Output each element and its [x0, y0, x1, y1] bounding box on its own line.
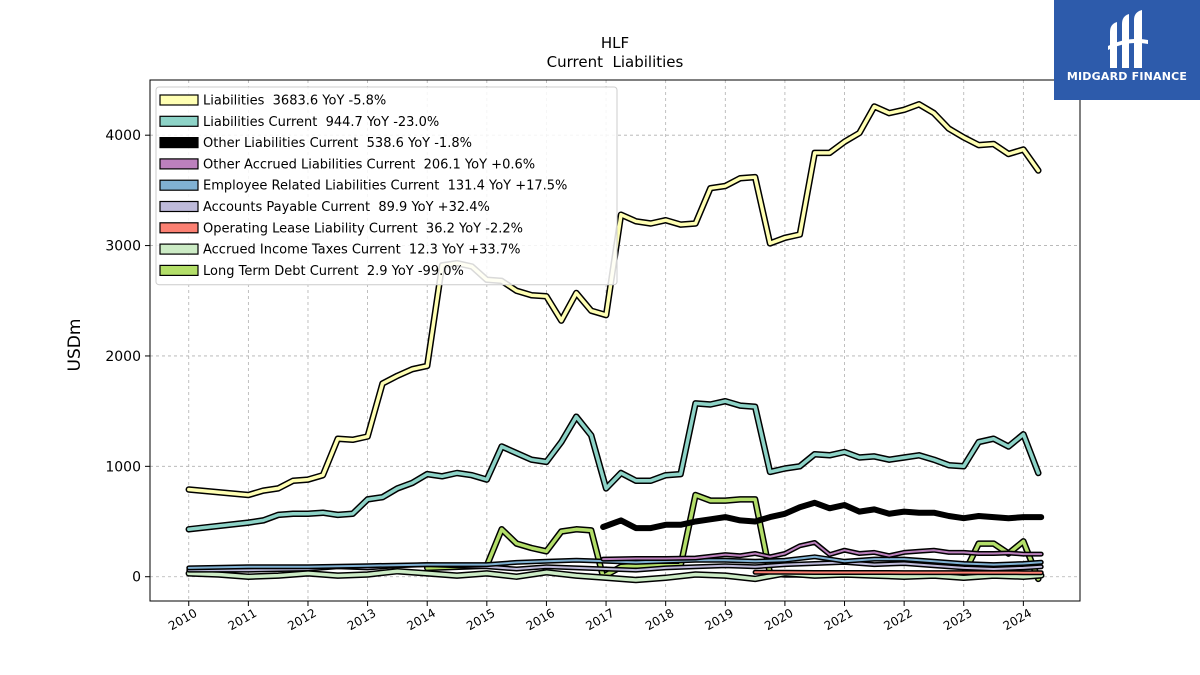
plot-frame — [149, 79, 1081, 602]
legend-box — [155, 86, 618, 286]
chart-subtitle: Current Liabilities — [547, 53, 684, 71]
series-path — [600, 499, 1045, 532]
legend-swatch — [159, 115, 199, 127]
series-line — [185, 397, 1042, 533]
legend-label: Other Liabilities Current 538.6 YoY -1.8… — [203, 136, 472, 151]
x-tick-label: 2023 — [941, 606, 974, 633]
legend-label: Other Accrued Liabilities Current 206.1 … — [203, 157, 535, 172]
y-tick-label: 1000 — [105, 459, 141, 475]
x-tick-label: 2010 — [166, 606, 199, 633]
series-line — [600, 540, 1044, 562]
legend-label: Accounts Payable Current 89.9 YoY +32.4% — [203, 200, 490, 215]
x-tick-label: 2018 — [643, 606, 676, 633]
y-tick-label: 0 — [132, 570, 141, 586]
legend-label: Operating Lease Liability Current 36.2 Y… — [203, 221, 523, 236]
x-tick-label: 2015 — [464, 606, 497, 633]
series-path — [602, 541, 1043, 561]
x-tick-label: 2021 — [822, 606, 855, 633]
legend-label: Employee Related Liabilities Current 131… — [203, 179, 567, 194]
legend-swatch — [159, 158, 199, 170]
brand-logo: MIDGARD FINANCE — [1054, 0, 1200, 100]
x-tick-label: 2020 — [762, 606, 795, 633]
legend-label: Liabilities Current 944.7 YoY -23.0% — [203, 115, 439, 130]
legend-swatch — [159, 264, 199, 276]
legend-swatch — [159, 179, 199, 191]
legend-label: Long Term Debt Current 2.9 YoY -99.0% — [203, 264, 464, 279]
legend-swatch — [159, 94, 199, 106]
legend-label: Accrued Income Taxes Current 12.3 YoY +3… — [203, 243, 520, 258]
series-group — [185, 101, 1045, 584]
series-path — [187, 399, 1041, 532]
logo-mark-icon — [1108, 10, 1148, 68]
chart-title: HLF — [601, 34, 629, 52]
x-tick-label: 2014 — [404, 606, 437, 633]
y-tick-label: 3000 — [105, 239, 141, 255]
legend-swatch — [159, 243, 199, 255]
x-tick-label: 2011 — [226, 606, 259, 633]
x-tick-label: 2013 — [345, 606, 378, 633]
y-tick-label: 4000 — [105, 128, 141, 144]
y-tick-label: 2000 — [105, 349, 141, 365]
legend-label: Liabilities 3683.6 YoY -5.8% — [203, 94, 386, 109]
legend-swatch — [159, 200, 199, 213]
y-axis-label: USDm — [65, 319, 85, 372]
series-path — [187, 102, 1041, 497]
x-tick-label: 2016 — [524, 606, 557, 633]
series-path — [187, 569, 1043, 582]
x-tick-label: 2017 — [583, 606, 616, 633]
series-line — [185, 101, 1042, 499]
x-tick-label: 2022 — [881, 606, 914, 633]
x-tick-label: 2012 — [285, 606, 318, 633]
x-tick-label: 2019 — [703, 606, 736, 633]
legend-swatch — [159, 222, 199, 234]
brand-logo-text: MIDGARD FINANCE — [1066, 70, 1188, 83]
legend-swatch — [159, 137, 199, 149]
x-tick-label: 2024 — [1001, 606, 1034, 633]
series-line — [600, 499, 1045, 532]
legend: Liabilities 3683.6 YoY -5.8% Liabilities … — [155, 86, 618, 286]
series-line — [185, 567, 1045, 584]
